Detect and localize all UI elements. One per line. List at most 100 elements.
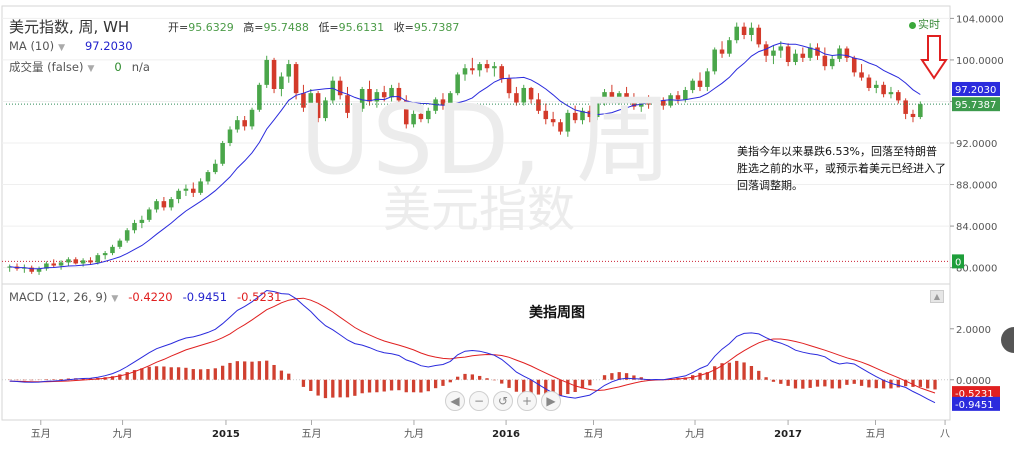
high-label: 高= (243, 21, 264, 34)
candle-body (132, 222, 137, 231)
candle-body (44, 263, 49, 269)
macd-signal-badge-bg (952, 386, 1000, 401)
candle-body (352, 108, 358, 113)
candle-body (558, 122, 563, 132)
macd-label: MACD (12, 26, 9) (9, 290, 108, 304)
candle-body (829, 58, 835, 67)
signal-line (9, 297, 936, 394)
candle-body (286, 64, 292, 77)
candle-body (550, 119, 556, 123)
open-label: 开= (168, 21, 189, 34)
ma-indicator-row[interactable]: MA (10) ▼ 97.2030 (9, 39, 133, 53)
scroll-left-button[interactable]: ◀ (445, 391, 465, 411)
macd-tick-label: 0.0000 (956, 376, 991, 387)
zoom-controls: ◀ − ↺ + ▶ (445, 390, 565, 411)
maximize-panel-icon[interactable]: ▲ (930, 290, 944, 303)
volume-indicator-row[interactable]: 成交量 (false) ▼ 0 n/a (9, 59, 150, 75)
close-price-badge: 95.7387 (955, 100, 996, 111)
candle-body (124, 230, 130, 241)
macd-hist-value: -0.4220 (128, 290, 173, 304)
candle-body (455, 74, 460, 94)
reset-button[interactable]: ↺ (493, 391, 513, 411)
realtime-dot-icon (909, 21, 916, 29)
candle-body (22, 267, 27, 269)
side-scroll-button[interactable] (1001, 327, 1014, 353)
volume-value: 0 (114, 60, 122, 74)
candle-body (301, 93, 306, 108)
annotation-text: 美指今年以来暴跌6.53%，回落至特朗普胜选之前的水平，或预示着美元已经进入了回… (737, 145, 946, 192)
candle-body (631, 100, 637, 107)
candle-body (734, 26, 740, 41)
candle-body (499, 66, 504, 79)
candle-body (293, 64, 299, 94)
price-tick-label: 88.0000 (956, 181, 997, 192)
candle-body (249, 109, 255, 127)
candle-body (521, 87, 527, 103)
candle-body (88, 260, 93, 263)
candle-body (653, 100, 659, 105)
time-tick-label: 九月 (404, 428, 424, 440)
volume-label: 成交量 (false) (9, 60, 84, 74)
macd-line-badge: -0.9451 (955, 400, 994, 411)
ma-line (9, 42, 921, 270)
zoom-out-button[interactable]: − (469, 391, 489, 411)
candle-body (411, 113, 416, 125)
candle-body (264, 59, 269, 85)
candle-body (506, 78, 512, 94)
candle-body (80, 260, 86, 264)
volume-dropdown-icon[interactable]: ▼ (87, 64, 95, 74)
candle-body (396, 87, 402, 101)
close-value: 95.7387 (413, 21, 460, 34)
candle-body (66, 259, 71, 263)
candle-body (235, 120, 240, 130)
candle-body (257, 84, 262, 110)
volume-extra: n/a (131, 60, 150, 74)
ma-label: MA (10) (9, 39, 55, 53)
candle-body (190, 188, 196, 193)
macd-line (9, 289, 936, 404)
candle-body (881, 84, 886, 95)
candle-body (168, 199, 174, 208)
candle-body (624, 93, 629, 101)
close-price-badge-bg (952, 97, 1000, 112)
time-tick-label: 九月 (113, 428, 133, 440)
candle-body (536, 99, 541, 111)
candle-body (616, 93, 622, 98)
price-tick-label: 92.0000 (956, 139, 997, 150)
candle-body (873, 84, 879, 88)
zero-volume-badge: 0 (955, 257, 961, 268)
candle-body (139, 219, 145, 223)
candle-body (683, 90, 688, 100)
candle-body (271, 59, 277, 89)
candle-body (844, 48, 850, 58)
candle-body (609, 92, 615, 98)
time-tick-label: 五月 (302, 428, 322, 440)
candle-body (29, 267, 34, 272)
time-tick-label: 2016 (492, 429, 520, 440)
candle-body (800, 53, 806, 58)
low-value: 95.6131 (338, 21, 385, 34)
ma-value: 97.2030 (84, 39, 133, 53)
candle-body (279, 76, 284, 89)
candle-body (675, 95, 681, 100)
candle-body (345, 95, 350, 113)
candle-body (514, 93, 519, 103)
candle-body (389, 87, 394, 98)
ma-dropdown-icon[interactable]: ▼ (58, 43, 65, 53)
realtime-label: 实时 (918, 18, 940, 31)
candle-body (492, 66, 497, 69)
candle-body (793, 53, 798, 62)
candle-body (580, 110, 585, 121)
high-value: 95.7488 (263, 21, 309, 34)
scroll-right-button[interactable]: ▶ (541, 391, 561, 411)
candle-body (73, 259, 79, 264)
price-tick-label: 80.0000 (956, 264, 997, 275)
macd-legend[interactable]: MACD (12, 26, 9) ▼ -0.4220 -0.9451 -0.5231 (9, 290, 281, 304)
price-tick-label: 100.0000 (956, 56, 1004, 67)
macd-dropdown-icon[interactable]: ▼ (111, 294, 119, 304)
zoom-in-button[interactable]: + (517, 391, 537, 411)
candle-body (668, 95, 673, 106)
candle-body (484, 64, 490, 69)
